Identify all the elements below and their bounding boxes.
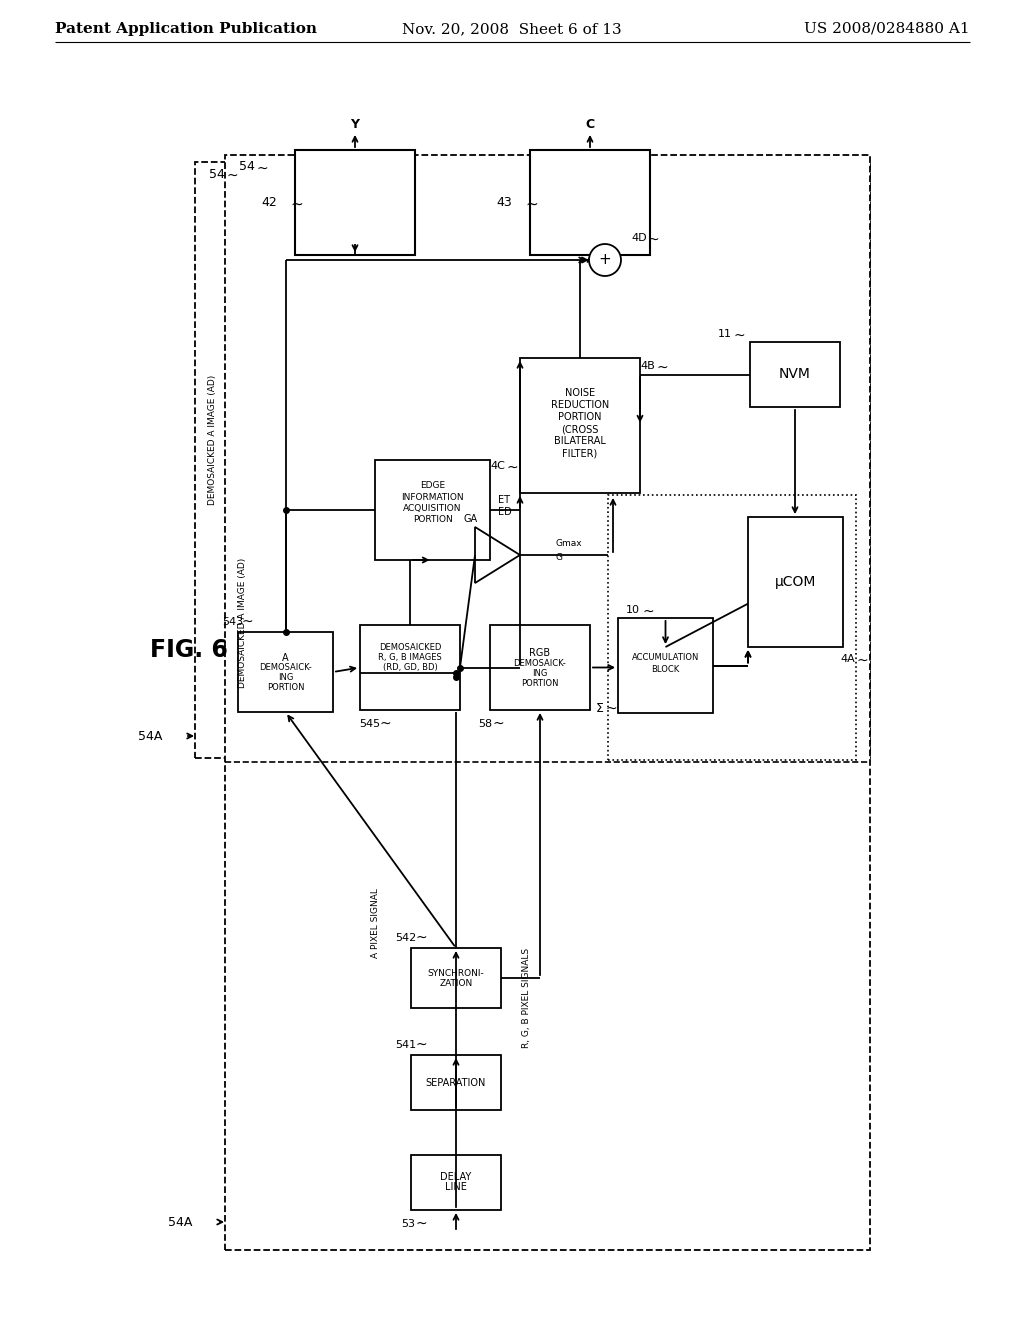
Circle shape — [589, 244, 621, 276]
FancyBboxPatch shape — [225, 154, 870, 1250]
Text: 4B: 4B — [641, 360, 655, 371]
Text: C: C — [586, 119, 595, 132]
Text: 11: 11 — [718, 329, 732, 339]
FancyBboxPatch shape — [750, 342, 840, 407]
Text: 54A: 54A — [138, 730, 162, 742]
Text: FIG. 6: FIG. 6 — [150, 638, 228, 663]
Text: SEPARATION: SEPARATION — [426, 1077, 486, 1088]
Text: ~: ~ — [415, 1038, 427, 1052]
Text: PORTION: PORTION — [266, 684, 304, 693]
Text: ING: ING — [278, 673, 293, 682]
Text: ~: ~ — [642, 605, 653, 619]
Text: BILATERAL: BILATERAL — [554, 437, 606, 446]
Text: NVM: NVM — [779, 367, 811, 381]
Text: US 2008/0284880 A1: US 2008/0284880 A1 — [805, 22, 970, 36]
Text: PORTION: PORTION — [413, 515, 453, 524]
Text: ~: ~ — [506, 461, 518, 475]
Text: ING: ING — [532, 669, 548, 678]
FancyBboxPatch shape — [411, 948, 501, 1008]
Text: ~: ~ — [647, 234, 658, 247]
Text: 54: 54 — [209, 168, 225, 181]
Text: 42: 42 — [261, 195, 278, 209]
Text: R, G, B IMAGES: R, G, B IMAGES — [378, 653, 442, 663]
Text: R, G, B PIXEL SIGNALS: R, G, B PIXEL SIGNALS — [521, 948, 530, 1048]
Text: DEMOSAICK-: DEMOSAICK- — [259, 664, 312, 672]
Text: PORTION: PORTION — [558, 412, 602, 422]
Text: GA: GA — [463, 513, 477, 524]
Text: Σ: Σ — [596, 701, 604, 714]
Text: ACQUISITION: ACQUISITION — [403, 503, 462, 512]
Text: ET: ET — [498, 495, 510, 506]
Text: ~: ~ — [856, 653, 867, 668]
Text: ~: ~ — [656, 360, 668, 375]
Text: ZATION: ZATION — [439, 978, 473, 987]
FancyBboxPatch shape — [375, 459, 490, 560]
Text: ~: ~ — [525, 197, 538, 213]
Text: DEMOSAICK-: DEMOSAICK- — [514, 659, 566, 668]
Text: G: G — [555, 553, 562, 561]
Text: 58: 58 — [478, 719, 493, 729]
FancyBboxPatch shape — [360, 624, 460, 710]
FancyBboxPatch shape — [411, 1055, 501, 1110]
Text: ED: ED — [498, 507, 512, 517]
Text: DEMOSAICKED A IMAGE (AD): DEMOSAICKED A IMAGE (AD) — [209, 375, 217, 506]
Text: 4A: 4A — [841, 653, 855, 664]
Text: ~: ~ — [415, 931, 427, 945]
Text: NOISE: NOISE — [565, 388, 595, 399]
Text: 54: 54 — [239, 161, 255, 173]
Text: INFORMATION: INFORMATION — [401, 492, 464, 502]
FancyBboxPatch shape — [530, 150, 650, 255]
Text: Y: Y — [350, 119, 359, 132]
FancyBboxPatch shape — [618, 618, 713, 713]
FancyBboxPatch shape — [295, 150, 415, 255]
Text: +: + — [599, 252, 611, 268]
Text: ~: ~ — [605, 702, 616, 715]
Text: FILTER): FILTER) — [562, 449, 598, 458]
Text: ~: ~ — [733, 329, 744, 343]
FancyBboxPatch shape — [520, 358, 640, 492]
Text: LINE: LINE — [445, 1183, 467, 1192]
Text: RGB: RGB — [529, 648, 551, 659]
Text: 4C: 4C — [490, 461, 506, 471]
Text: Gmax: Gmax — [555, 539, 582, 548]
Text: 543: 543 — [222, 616, 244, 627]
Text: 542: 542 — [395, 933, 417, 942]
Text: ~: ~ — [242, 615, 253, 630]
Text: Patent Application Publication: Patent Application Publication — [55, 22, 317, 36]
Text: 43: 43 — [497, 195, 512, 209]
Text: Nov. 20, 2008  Sheet 6 of 13: Nov. 20, 2008 Sheet 6 of 13 — [402, 22, 622, 36]
Text: EDGE: EDGE — [420, 482, 445, 491]
Text: 54A: 54A — [168, 1216, 193, 1229]
Text: 53: 53 — [401, 1218, 415, 1229]
FancyBboxPatch shape — [411, 1155, 501, 1210]
Text: DELAY: DELAY — [440, 1172, 472, 1183]
Text: A PIXEL SIGNAL: A PIXEL SIGNAL — [372, 888, 381, 958]
Text: ~: ~ — [493, 717, 504, 731]
Text: μCOM: μCOM — [775, 576, 816, 589]
FancyBboxPatch shape — [195, 162, 870, 758]
Text: 545: 545 — [359, 719, 381, 729]
Text: (RD, GD, BD): (RD, GD, BD) — [383, 663, 437, 672]
Text: PORTION: PORTION — [521, 678, 559, 688]
Text: (CROSS: (CROSS — [561, 425, 599, 434]
Text: DEMOSAICKED A IMAGE (AD): DEMOSAICKED A IMAGE (AD) — [239, 557, 248, 688]
Text: ~: ~ — [226, 169, 238, 183]
FancyBboxPatch shape — [238, 632, 333, 711]
Text: 10: 10 — [626, 605, 640, 615]
Text: BLOCK: BLOCK — [651, 665, 680, 675]
Text: DEMOSAICKED: DEMOSAICKED — [379, 643, 441, 652]
Text: ~: ~ — [379, 717, 391, 731]
FancyBboxPatch shape — [490, 624, 590, 710]
Text: ~: ~ — [256, 162, 268, 176]
Text: ~: ~ — [415, 1217, 427, 1232]
Text: A: A — [283, 653, 289, 663]
Text: 541: 541 — [395, 1040, 417, 1049]
Text: ~: ~ — [290, 197, 303, 213]
Text: SYNCHRONI-: SYNCHRONI- — [428, 969, 484, 978]
FancyBboxPatch shape — [748, 517, 843, 647]
Text: 4D: 4D — [631, 234, 647, 243]
Text: REDUCTION: REDUCTION — [551, 400, 609, 411]
Text: ACCUMULATION: ACCUMULATION — [632, 653, 699, 663]
